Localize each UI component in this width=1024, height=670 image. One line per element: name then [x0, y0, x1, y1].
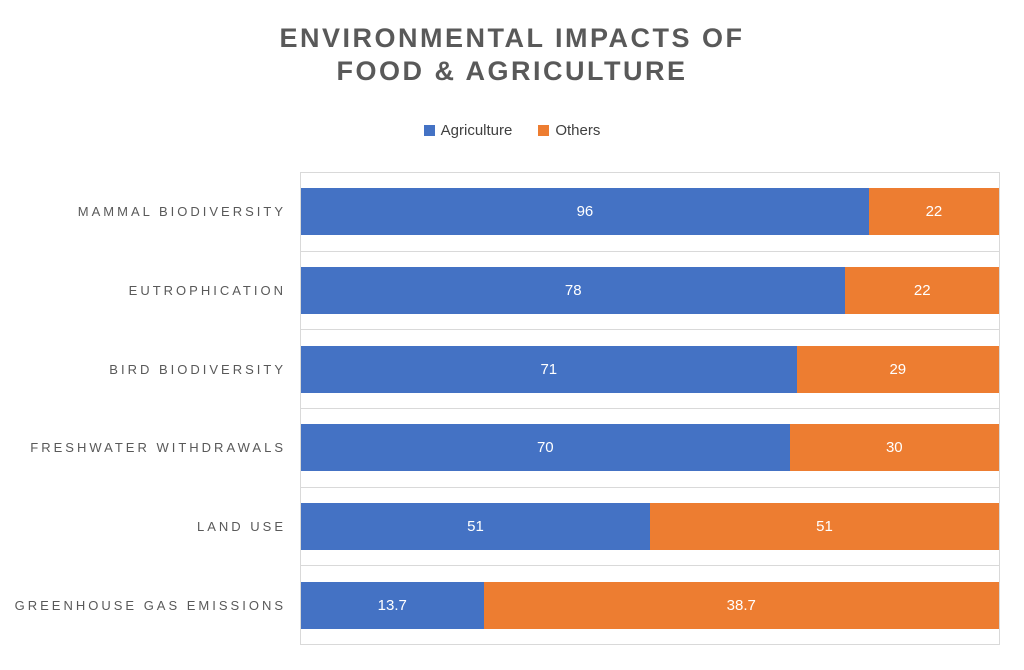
- legend-item-agriculture: Agriculture: [423, 122, 513, 139]
- category-axis: MAMMAL BIODIVERSITY EUTROPHICATION BIRD …: [0, 172, 286, 645]
- stacked-bar: 78 22: [301, 267, 999, 314]
- stacked-bar: 13.7 38.7: [301, 581, 999, 629]
- value-label: 78: [564, 282, 582, 299]
- bar-row: 51 51: [301, 488, 999, 567]
- value-label: 51: [816, 518, 833, 536]
- value-label: 38.7: [726, 596, 756, 614]
- bar-row: 70 30: [301, 409, 999, 488]
- stacked-bar: 70 30: [301, 424, 999, 472]
- legend-label: Others: [555, 122, 601, 139]
- legend: Agriculture Others: [0, 122, 1024, 139]
- chart-plot-area: 96 22 78 22 71 29 70 30 51 51: [300, 172, 1000, 645]
- others-swatch-icon: [538, 125, 550, 136]
- bar-segment-others: 29: [796, 345, 999, 393]
- bar-segment-agriculture: 70: [301, 424, 790, 472]
- chart-title: ENVIRONMENTAL IMPACTS OF FOOD & AGRICULT…: [0, 22, 1024, 88]
- legend-item-others: Others: [538, 122, 600, 139]
- value-label: 29: [889, 360, 907, 378]
- bar-segment-others: 22: [868, 188, 999, 236]
- stacked-bar: 71 29: [301, 345, 999, 393]
- bar-row: 96 22: [301, 173, 999, 252]
- value-label: 30: [885, 439, 903, 457]
- bar-segment-agriculture: 13.7: [301, 581, 484, 629]
- bar-segment-others: 22: [845, 267, 999, 314]
- bar-row: 13.7 38.7: [301, 566, 999, 644]
- bar-segment-others: 38.7: [483, 581, 999, 629]
- bar-row: 71 29: [301, 330, 999, 410]
- stacked-bar: 96 22: [301, 188, 999, 236]
- category-label: EUTROPHICATION: [128, 282, 286, 298]
- value-label: 13.7: [377, 596, 407, 614]
- category-label: FRESHWATER WITHDRAWALS: [30, 440, 286, 456]
- category-label: BIRD BIODIVERSITY: [109, 361, 286, 377]
- chart-title-line1: ENVIRONMENTAL IMPACTS OF: [279, 23, 745, 53]
- category-label: GREENHOUSE GAS EMISSIONS: [14, 598, 286, 614]
- bar-segment-agriculture: 71: [301, 345, 797, 393]
- bar-row: 78 22: [301, 252, 999, 331]
- bar-segment-others: 51: [650, 503, 999, 551]
- legend-label: Agriculture: [440, 122, 513, 139]
- value-label: 22: [913, 282, 931, 299]
- agriculture-swatch-icon: [423, 125, 435, 136]
- value-label: 51: [467, 518, 484, 536]
- bar-segment-agriculture: 51: [301, 503, 650, 551]
- value-label: 71: [540, 360, 558, 378]
- value-label: 70: [536, 439, 554, 457]
- bar-segment-others: 30: [789, 424, 999, 472]
- category-label: MAMMAL BIODIVERSITY: [77, 203, 286, 219]
- bar-segment-agriculture: 96: [301, 188, 869, 236]
- stacked-bar: 51 51: [301, 503, 999, 551]
- chart-title-line2: FOOD & AGRICULTURE: [336, 56, 688, 86]
- value-label: 22: [925, 203, 943, 221]
- value-label: 96: [576, 203, 594, 221]
- category-label: LAND USE: [196, 519, 286, 535]
- bar-segment-agriculture: 78: [301, 267, 846, 314]
